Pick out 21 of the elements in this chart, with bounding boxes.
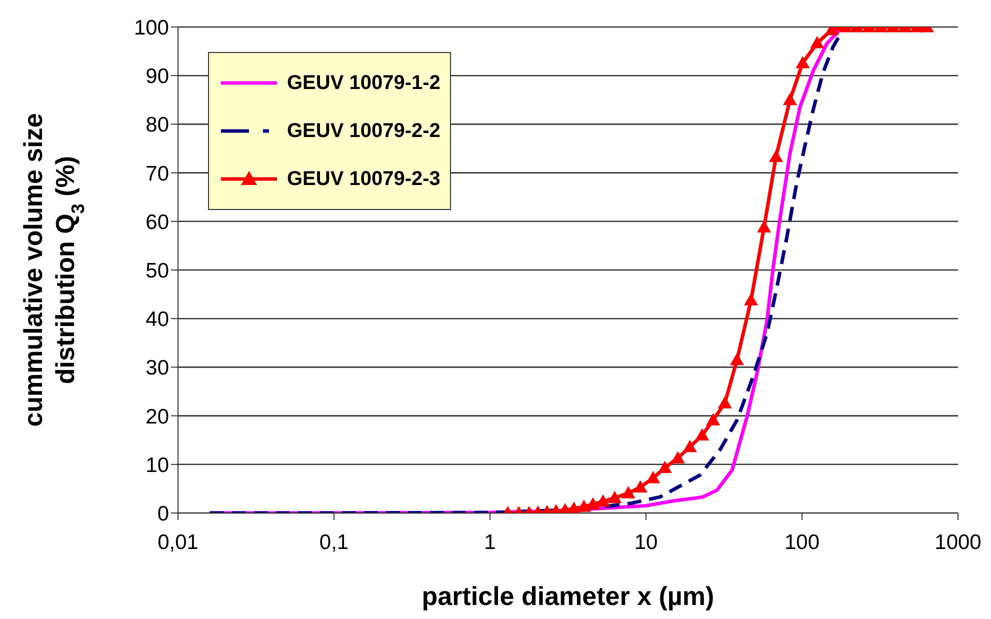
x-tick-label: 1000 (934, 530, 982, 554)
y-tick-label: 40 (146, 308, 169, 332)
y-tick-label: 10 (146, 454, 169, 477)
y-tick-label: 100 (134, 16, 169, 40)
y-tick-label: 0 (157, 502, 169, 526)
y-tick-label: 70 (146, 162, 169, 186)
y-tick-label: 30 (146, 356, 169, 380)
y-tick-label: 90 (146, 65, 169, 88)
y-tick-label: 80 (146, 114, 169, 137)
y-tick-label: 20 (146, 405, 169, 428)
x-tick-label: 1 (484, 530, 496, 554)
legend-label: GEUV 10079-2-2 (287, 120, 440, 142)
y-tick-label: 50 (146, 259, 169, 282)
x-axis-title: particle diameter x (µm) (422, 581, 714, 611)
legend-label: GEUV 10079-2-3 (287, 168, 440, 190)
legend-label: GEUV 10079-1-2 (287, 72, 440, 94)
x-tick-label: 10 (634, 530, 658, 554)
y-tick-label: 60 (146, 210, 169, 234)
x-tick-label: 100 (784, 530, 820, 554)
x-tick-label: 0,1 (319, 530, 349, 554)
x-tick-label: 0,01 (158, 530, 198, 554)
